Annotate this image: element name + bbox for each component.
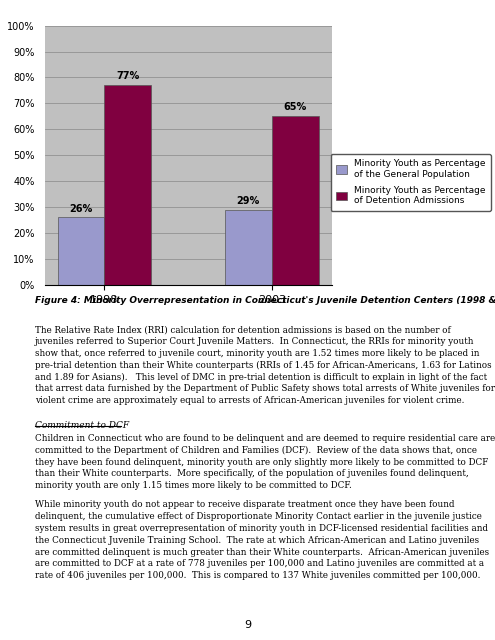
Bar (272, 116, 319, 285)
Text: The Relative Rate Index (RRI) calculation for detention admissions is based on t: The Relative Rate Index (RRI) calculatio… (35, 325, 495, 405)
Bar (57, 218, 104, 285)
Text: 77%: 77% (116, 71, 140, 81)
Text: Commitment to DCF: Commitment to DCF (35, 421, 129, 430)
Legend: Minority Youth as Percentage
of the General Population, Minority Youth as Percen: Minority Youth as Percentage of the Gene… (331, 154, 491, 211)
Text: 65%: 65% (284, 102, 307, 113)
Bar (225, 210, 272, 285)
Bar (104, 85, 151, 285)
Text: Figure 4: Minority Overrepresentation in Connecticut's Juvenile Detention Center: Figure 4: Minority Overrepresentation in… (35, 296, 495, 305)
Text: Children in Connecticut who are found to be delinquent and are deemed to require: Children in Connecticut who are found to… (35, 434, 495, 490)
Text: While minority youth do not appear to receive disparate treatment once they have: While minority youth do not appear to re… (35, 500, 489, 580)
Text: 9: 9 (244, 620, 251, 630)
Text: 29%: 29% (237, 196, 260, 205)
Text: 26%: 26% (69, 204, 93, 214)
